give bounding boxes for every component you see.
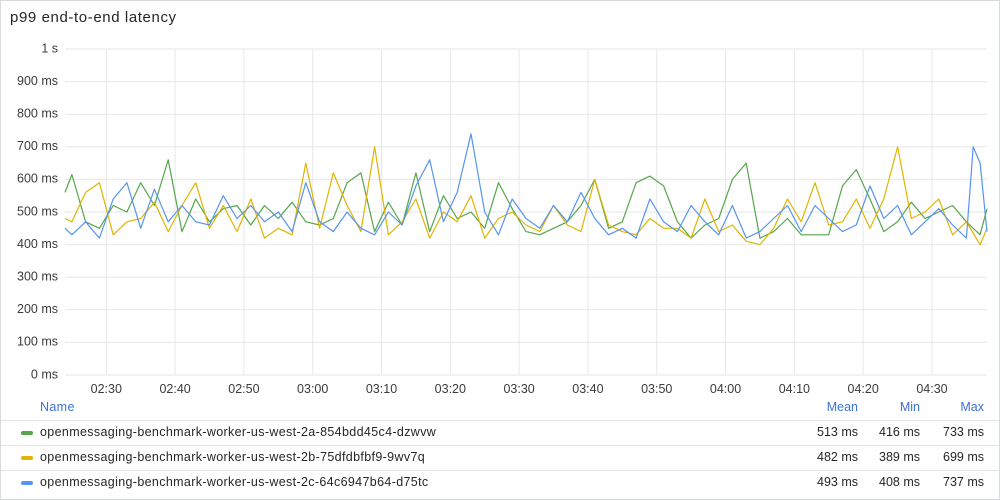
x-tick-label: 03:20 [435,382,466,396]
series-min: 408 ms [879,475,920,489]
series-min: 389 ms [879,450,920,464]
series-min: 416 ms [879,425,920,439]
x-tick-label: 03:10 [366,382,397,396]
y-tick-label: 0 ms [31,367,58,381]
y-tick-label: 800 ms [17,106,58,120]
x-tick-label: 04:10 [779,382,810,396]
x-tick-label: 02:40 [159,382,190,396]
panel-title[interactable]: p99 end-to-end latency [10,9,177,26]
series-max: 737 ms [943,475,984,489]
legend-header-name[interactable]: Name [40,400,75,414]
series-name[interactable]: openmessaging-benchmark-worker-us-west-2… [40,475,429,489]
legend-row[interactable]: openmessaging-benchmark-worker-us-west-2… [1,470,1000,495]
legend-header-max[interactable]: Max [960,400,984,414]
y-tick-label: 400 ms [17,237,58,251]
x-tick-label: 03:50 [641,382,672,396]
latency-chart[interactable]: 1 s 900 ms 800 ms 700 ms 600 ms 500 ms 400 ms 3… [1,1,1000,401]
series-mean: 493 ms [817,475,858,489]
y-tick-label: 500 ms [17,204,58,218]
y-tick-label: 100 ms [17,335,58,349]
series-line-3[interactable] [64,133,988,239]
series-line-2[interactable] [64,146,988,246]
legend-row[interactable]: openmessaging-benchmark-worker-us-west-2… [1,445,1000,470]
y-tick-label: 1 s [41,41,58,55]
x-tick-label: 04:00 [710,382,741,396]
series-name[interactable]: openmessaging-benchmark-worker-us-west-2… [40,450,426,464]
series-color-swatch [21,481,33,485]
x-tick-label: 02:30 [91,382,122,396]
series-color-swatch [21,456,33,460]
series-max: 733 ms [943,425,984,439]
legend-row[interactable]: openmessaging-benchmark-worker-us-west-2… [1,420,1000,445]
series-mean: 482 ms [817,450,858,464]
x-tick-label: 03:40 [572,382,603,396]
series-max: 699 ms [943,450,984,464]
y-tick-label: 300 ms [17,269,58,283]
y-axis: 1 s 900 ms 800 ms 700 ms 600 ms 500 ms 400 ms 3… [17,41,58,381]
series-color-swatch [21,431,33,435]
x-gridlines [105,49,933,375]
legend-header-min[interactable]: Min [899,400,920,414]
y-tick-label: 900 ms [17,74,58,88]
legend-header: Name Mean Min Max [1,398,1000,420]
series-mean: 513 ms [817,425,858,439]
x-tick-label: 02:50 [228,382,259,396]
legend-table: Name Mean Min Max openmessaging-benchmar… [1,398,1000,495]
y-gridlines [65,48,987,376]
x-tick-label: 04:30 [916,382,947,396]
legend-header-mean[interactable]: Mean [826,400,858,414]
series-name[interactable]: openmessaging-benchmark-worker-us-west-2… [40,425,437,439]
series-lines [64,133,988,246]
x-tick-label: 04:20 [848,382,879,396]
series-line-1[interactable] [64,159,988,239]
x-axis: 02:30 02:40 02:50 03:00 03:10 03:20 03:30 03:40… [91,382,948,396]
y-tick-label: 200 ms [17,302,58,316]
x-tick-label: 03:00 [297,382,328,396]
x-tick-label: 03:30 [503,382,534,396]
y-tick-label: 700 ms [17,139,58,153]
y-tick-label: 600 ms [17,172,58,186]
